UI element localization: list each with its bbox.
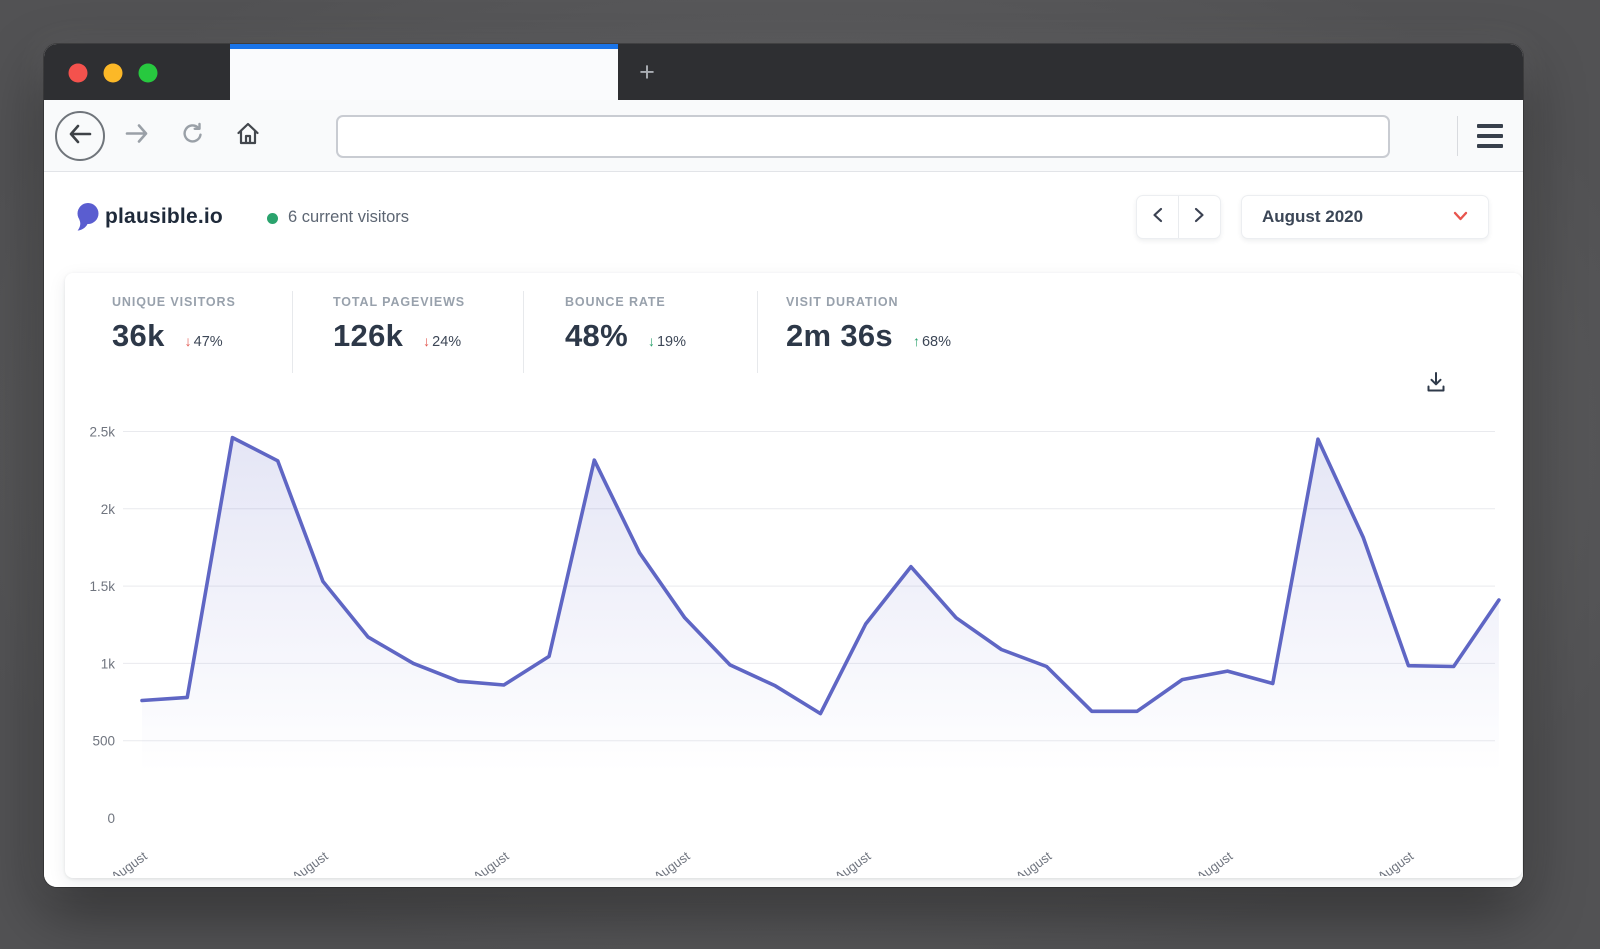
live-indicator-dot xyxy=(267,213,278,224)
chevron-down-icon xyxy=(1453,208,1468,226)
stat-divider xyxy=(757,291,758,373)
stat-visit-duration[interactable]: VISIT DURATION 2m 36s ↑ 68% xyxy=(786,295,951,354)
svg-text:2.5k: 2.5k xyxy=(89,424,115,439)
svg-text:9 August: 9 August xyxy=(462,848,512,876)
svg-text:2k: 2k xyxy=(101,502,116,517)
change-percent: 19% xyxy=(656,334,686,350)
address-bar[interactable] xyxy=(336,115,1390,158)
change-arrow-icon: ↓ xyxy=(647,333,655,349)
stat-bounce-rate[interactable]: BOUNCE RATE 48% ↓ 19% xyxy=(565,295,686,354)
svg-text:29 August: 29 August xyxy=(1361,848,1417,876)
svg-text:1k: 1k xyxy=(101,656,116,671)
titlebar: + xyxy=(44,44,1523,100)
arrow-left-icon xyxy=(67,123,93,150)
stat-divider xyxy=(523,291,524,373)
change-percent: 68% xyxy=(921,334,951,350)
home-button[interactable] xyxy=(235,121,261,152)
date-range-label: August 2020 xyxy=(1262,207,1364,226)
change-arrow-icon: ↑ xyxy=(912,333,920,349)
reload-button[interactable] xyxy=(180,121,206,152)
stat-value: 48% xyxy=(565,318,628,353)
stat-label: BOUNCE RATE xyxy=(565,295,666,309)
svg-text:21 August: 21 August xyxy=(999,848,1055,876)
svg-text:13 August: 13 August xyxy=(637,848,693,876)
browser-toolbar xyxy=(44,100,1523,172)
next-period-button[interactable] xyxy=(1179,196,1220,238)
analytics-card: UNIQUE VISITORS 36k ↓ 47% TOTAL PAGEVIEWS… xyxy=(65,273,1522,887)
home-icon xyxy=(235,122,261,151)
period-pager xyxy=(1136,195,1221,239)
stat-unique-visitors[interactable]: UNIQUE VISITORS 36k ↓ 47% xyxy=(112,295,236,354)
svg-text:5 August: 5 August xyxy=(281,848,331,876)
toolbar-divider xyxy=(1457,116,1458,156)
export-csv-button[interactable] xyxy=(1423,369,1451,397)
stat-label: UNIQUE VISITORS xyxy=(112,295,236,309)
arrow-right-icon xyxy=(124,124,150,149)
stat-label: VISIT DURATION xyxy=(786,295,899,309)
plausible-logo-icon xyxy=(74,202,101,239)
stat-divider xyxy=(292,291,293,373)
date-range-dropdown[interactable]: August 2020 xyxy=(1241,195,1489,239)
stat-value: 126k xyxy=(333,318,404,353)
stat-value: 2m 36s xyxy=(786,318,893,353)
visitors-line-chart[interactable]: 0 500 1k 1.5k 2k 2.5k 1 August 5 August 9 August… xyxy=(65,398,1522,887)
change-arrow-icon: ↓ xyxy=(423,333,431,349)
minimize-window-button[interactable] xyxy=(103,63,123,83)
change-arrow-icon: ↓ xyxy=(184,333,192,349)
svg-text:17 August: 17 August xyxy=(818,848,874,876)
close-window-button[interactable] xyxy=(68,63,88,83)
zoom-window-button[interactable] xyxy=(138,63,158,83)
stat-label: TOTAL PAGEVIEWS xyxy=(333,295,466,309)
change-percent: 47% xyxy=(193,334,223,350)
address-input[interactable] xyxy=(338,117,1388,156)
chevron-left-icon xyxy=(1152,207,1163,228)
stat-value: 36k xyxy=(112,318,165,353)
forward-button[interactable] xyxy=(124,123,150,150)
change-percent: 24% xyxy=(432,334,462,350)
previous-period-button[interactable] xyxy=(1137,196,1179,238)
current-visitors-label[interactable]: 6 current visitors xyxy=(288,208,410,226)
hamburger-icon xyxy=(1477,124,1503,128)
refresh-icon xyxy=(180,122,206,151)
browser-window: + xyxy=(44,44,1523,887)
svg-text:500: 500 xyxy=(92,734,115,749)
dashboard: plausible.io 6 current visitors August 2… xyxy=(44,172,1523,887)
svg-text:25 August: 25 August xyxy=(1180,848,1236,876)
stat-total-pageviews[interactable]: TOTAL PAGEVIEWS 126k ↓ 24% xyxy=(333,295,465,354)
back-button[interactable] xyxy=(55,111,105,161)
download-icon xyxy=(1423,372,1449,399)
svg-text:0: 0 xyxy=(107,811,115,826)
site-name: plausible.io xyxy=(105,205,223,228)
svg-text:1 August: 1 August xyxy=(100,848,150,876)
new-tab-button[interactable]: + xyxy=(639,57,655,87)
svg-text:1.5k: 1.5k xyxy=(89,579,115,594)
menu-button[interactable] xyxy=(1477,124,1503,148)
chevron-right-icon xyxy=(1194,207,1205,228)
browser-tab-active[interactable] xyxy=(230,44,618,100)
